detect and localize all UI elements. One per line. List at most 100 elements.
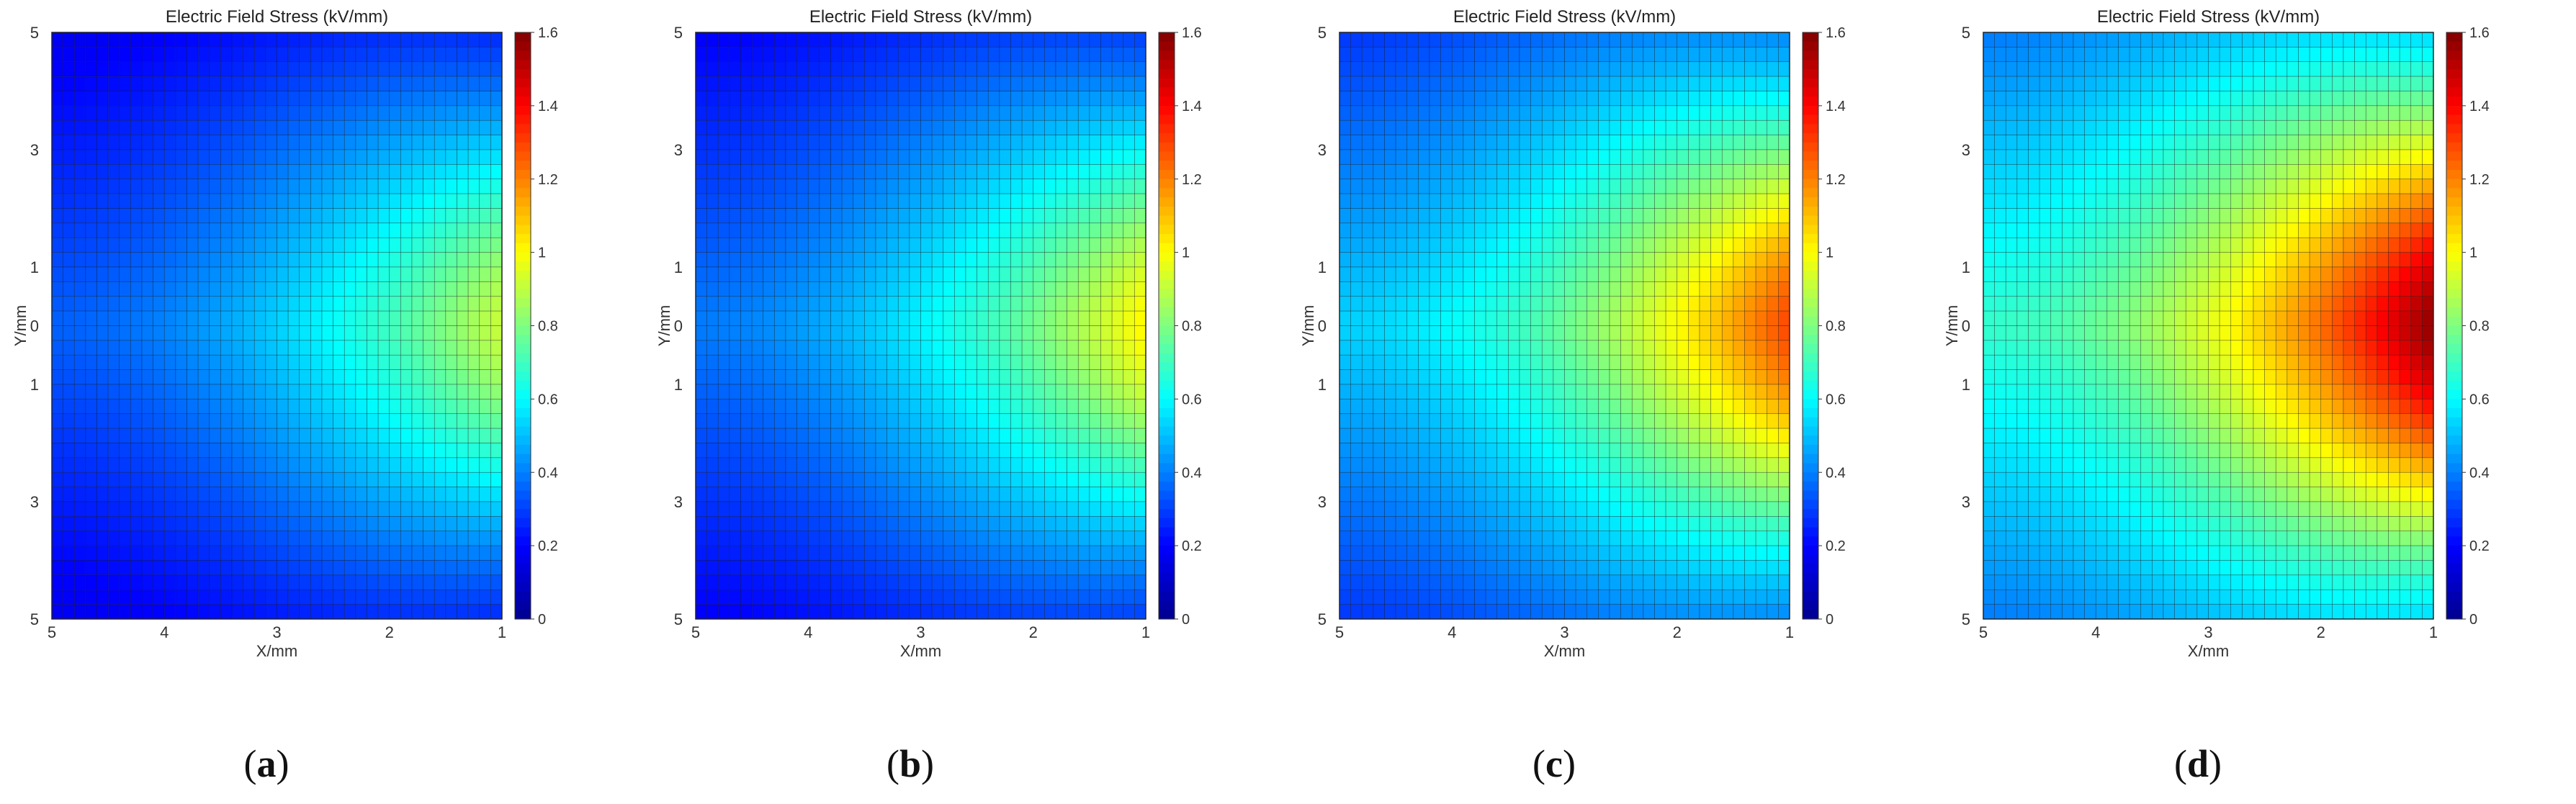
colorbar-segment — [1159, 371, 1175, 381]
heatmap-cell — [445, 325, 457, 341]
heatmap-cell — [965, 310, 977, 326]
heatmap-cell — [1688, 208, 1700, 224]
heatmap-cell — [1361, 516, 1374, 532]
heatmap-cell — [321, 487, 333, 502]
heatmap-cell — [1429, 296, 1441, 312]
colorbar-segment — [1159, 105, 1175, 116]
heatmap-cell — [119, 487, 131, 502]
heatmap-cell — [841, 443, 854, 459]
heatmap-cell — [1721, 340, 1734, 356]
heatmap-cell — [423, 296, 435, 312]
heatmap-cell — [1339, 193, 1351, 209]
heatmap-cell — [1100, 369, 1113, 385]
heatmap-cell — [920, 179, 933, 194]
heatmap-cell — [367, 222, 379, 238]
heatmap-cell — [706, 47, 719, 63]
heatmap-cell — [411, 560, 423, 576]
heatmap-cell — [1598, 164, 1610, 180]
heatmap-cell — [1519, 296, 1531, 312]
colorbar-segment — [1159, 307, 1175, 317]
heatmap-cell — [763, 149, 775, 165]
heatmap-cell — [344, 574, 356, 590]
heatmap-cell — [1067, 47, 1079, 63]
heatmap-cell — [1519, 413, 1531, 429]
heatmap-cell — [333, 487, 345, 502]
heatmap-cell — [163, 119, 176, 135]
heatmap-cell — [310, 399, 323, 415]
heatmap-cell — [175, 135, 187, 150]
heatmap-cell — [1485, 32, 1498, 48]
heatmap-cell — [1665, 61, 1678, 77]
heatmap-cell — [1123, 208, 1135, 224]
heatmap-cell — [1609, 413, 1621, 429]
heatmap-cell — [1721, 369, 1734, 385]
heatmap-cell — [1508, 47, 1520, 63]
heatmap-cell — [1077, 149, 1090, 165]
heatmap-cell — [695, 149, 707, 165]
heatmap-cell — [1418, 413, 1430, 429]
heatmap-cell — [130, 32, 143, 48]
heatmap-cell — [1010, 516, 1023, 532]
heatmap-cell — [287, 340, 300, 356]
heatmap-cell — [479, 135, 491, 150]
heatmap-cell — [920, 589, 933, 605]
heatmap-cell — [299, 237, 311, 253]
heatmap-cell — [243, 428, 255, 443]
heatmap-cell — [287, 325, 300, 341]
heatmap-cell — [479, 560, 491, 576]
heatmap-cell — [367, 384, 379, 399]
heatmap-cell — [51, 530, 63, 546]
heatmap-cell — [1044, 76, 1056, 91]
colorbar-tick-label: 0.8 — [538, 319, 558, 335]
heatmap-cell — [457, 222, 469, 238]
heatmap-cell — [751, 369, 764, 385]
heatmap-cell — [1699, 91, 1711, 107]
heatmap-cell — [807, 135, 820, 150]
heatmap-cell — [400, 384, 413, 399]
heatmap-cell — [1744, 281, 1756, 297]
heatmap-cell — [1123, 516, 1135, 532]
heatmap-cell — [1077, 457, 1090, 473]
heatmap-cell — [277, 325, 289, 341]
heatmap-cell — [321, 545, 333, 561]
heatmap-cell — [355, 193, 367, 209]
heatmap-cell — [931, 369, 944, 385]
heatmap-cell — [875, 604, 887, 620]
heatmap-cell — [853, 252, 865, 268]
heatmap-cell — [1033, 325, 1045, 341]
heatmap-cell — [1609, 252, 1621, 268]
heatmap-cell — [163, 369, 176, 385]
heatmap-cell — [807, 457, 820, 473]
heatmap-cell — [943, 428, 955, 443]
heatmap-cell — [841, 574, 854, 590]
heatmap-cell — [1643, 149, 1655, 165]
heatmap-cell — [63, 354, 75, 370]
colorbar-tick-label: 1 — [538, 245, 546, 261]
heatmap-cell — [729, 516, 741, 532]
heatmap-cell — [1123, 237, 1135, 253]
heatmap-cell — [1451, 310, 1464, 326]
heatmap-cell — [187, 296, 199, 312]
heatmap-cell — [1361, 399, 1374, 415]
heatmap-cell — [333, 179, 345, 194]
heatmap-cell — [853, 530, 865, 546]
heatmap-cell — [751, 266, 764, 282]
heatmap-cell — [490, 530, 503, 546]
heatmap-cell — [1055, 76, 1067, 91]
heatmap-cell — [1767, 516, 1779, 532]
heatmap-cell — [1111, 208, 1124, 224]
heatmap-cell — [1111, 589, 1124, 605]
heatmap-cell — [897, 47, 910, 63]
heatmap-cell — [1055, 164, 1067, 180]
heatmap-cell — [1463, 325, 1475, 341]
heatmap-cell — [1541, 119, 1554, 135]
heatmap-cell — [785, 281, 797, 297]
heatmap-cell — [355, 135, 367, 150]
heatmap-cell — [1654, 574, 1666, 590]
heatmap-cell — [367, 560, 379, 576]
heatmap-cell — [807, 604, 820, 620]
heatmap-cell — [717, 487, 730, 502]
heatmap-cell — [321, 501, 333, 517]
heatmap-cell — [400, 560, 413, 576]
heatmap-cell — [1677, 354, 1689, 370]
